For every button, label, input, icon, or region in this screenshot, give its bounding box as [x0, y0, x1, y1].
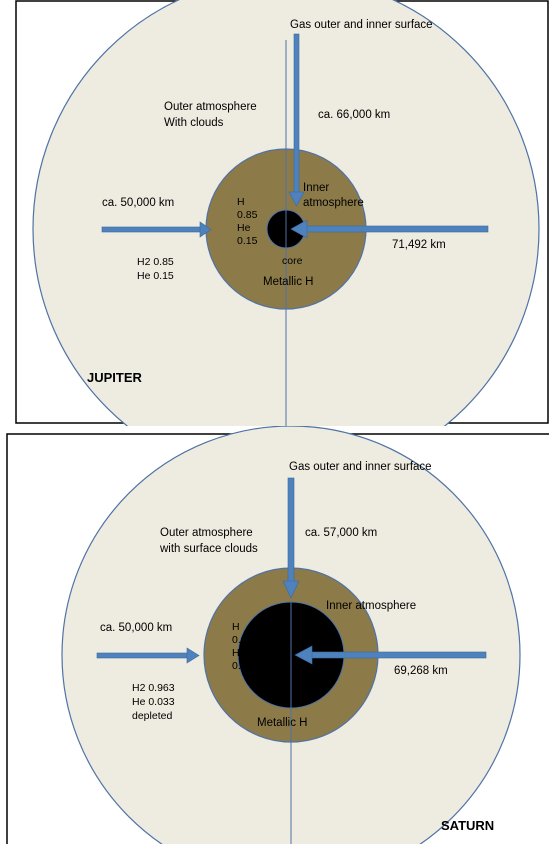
saturn-inner-comp-h: H [232, 621, 240, 633]
jupiter-left-depth-arrow [101, 226, 203, 233]
saturn-left-arrowhead [186, 647, 200, 664]
jupiter-outer-comp-h2: H2 0.85 [137, 256, 174, 268]
saturn-outer-label-line2: with surface clouds [159, 543, 258, 555]
jupiter-inner-label-line2: atmosphere [303, 197, 364, 209]
jupiter-outer-comp-he: He 0.15 [137, 270, 174, 282]
jupiter-depth-left: ca. 50,000 km [102, 197, 174, 209]
jupiter-inner-label-line1: Inner [303, 182, 329, 194]
saturn-depth-top: ca. 57,000 km [305, 527, 377, 539]
saturn-title: SATURN [441, 818, 494, 833]
jupiter-inner-comp-h-value: 0.85 [237, 209, 258, 221]
jupiter-left-arrowhead [199, 221, 212, 238]
saturn-outer-comp-he: He 0.033 [132, 696, 175, 708]
saturn-inner-comp-he: He [232, 647, 246, 659]
jupiter-inner-comp-h: H [237, 196, 245, 208]
jupiter-core-label: core [282, 255, 303, 267]
saturn-outer-comp-depleted: depleted [132, 710, 172, 722]
saturn-panel: Gas outer and inner surface Outer atmosp… [0, 426, 549, 844]
saturn-radius-arrow [309, 651, 487, 659]
saturn-inner-label: Inner atmosphere [326, 600, 416, 612]
jupiter-outer-label-line1: Outer atmosphere [164, 101, 257, 113]
jupiter-metallic-label: Metallic H [263, 276, 313, 288]
jupiter-inner-comp-he-value: 0.15 [237, 235, 258, 247]
saturn-radius-label: 69,268 km [394, 665, 448, 677]
jupiter-title: JUPITER [87, 370, 143, 385]
saturn-depth-left: ca. 50,000 km [100, 622, 172, 634]
saturn-outer-comp-h2: H2 0.963 [132, 682, 175, 694]
saturn-metallic-label: Metallic H [257, 717, 307, 729]
saturn-outer-label-line1: Outer atmosphere [160, 527, 253, 539]
jupiter-depth-top: ca. 66,000 km [318, 109, 390, 121]
jupiter-top-depth-arrow [293, 33, 300, 195]
jupiter-top-label: Gas outer and inner surface [290, 19, 433, 31]
saturn-top-depth-arrow [287, 477, 295, 584]
jupiter-inner-comp-he: He [237, 222, 251, 234]
saturn-left-depth-arrow [96, 652, 190, 659]
jupiter-radius-label: 71,492 km [392, 239, 446, 251]
saturn-radius-arrowhead [294, 645, 313, 665]
saturn-top-arrowhead [282, 580, 300, 599]
jupiter-outer-label-line2: With clouds [164, 117, 224, 129]
jupiter-panel: Gas outer and inner surface Outer atmosp… [15, 0, 549, 426]
jupiter-radius-arrow [304, 225, 489, 233]
saturn-inner-comp-he-value: 0.05 [232, 660, 253, 672]
saturn-diagram: Gas outer and inner surface Outer atmosp… [6, 426, 549, 844]
jupiter-top-arrowhead [288, 191, 305, 207]
saturn-inner-comp-h-value: 0.95 [232, 634, 253, 646]
jupiter-radius-arrowhead [290, 219, 308, 239]
saturn-top-label: Gas outer and inner surface [289, 461, 432, 473]
jupiter-diagram: Gas outer and inner surface Outer atmosp… [15, 0, 549, 426]
